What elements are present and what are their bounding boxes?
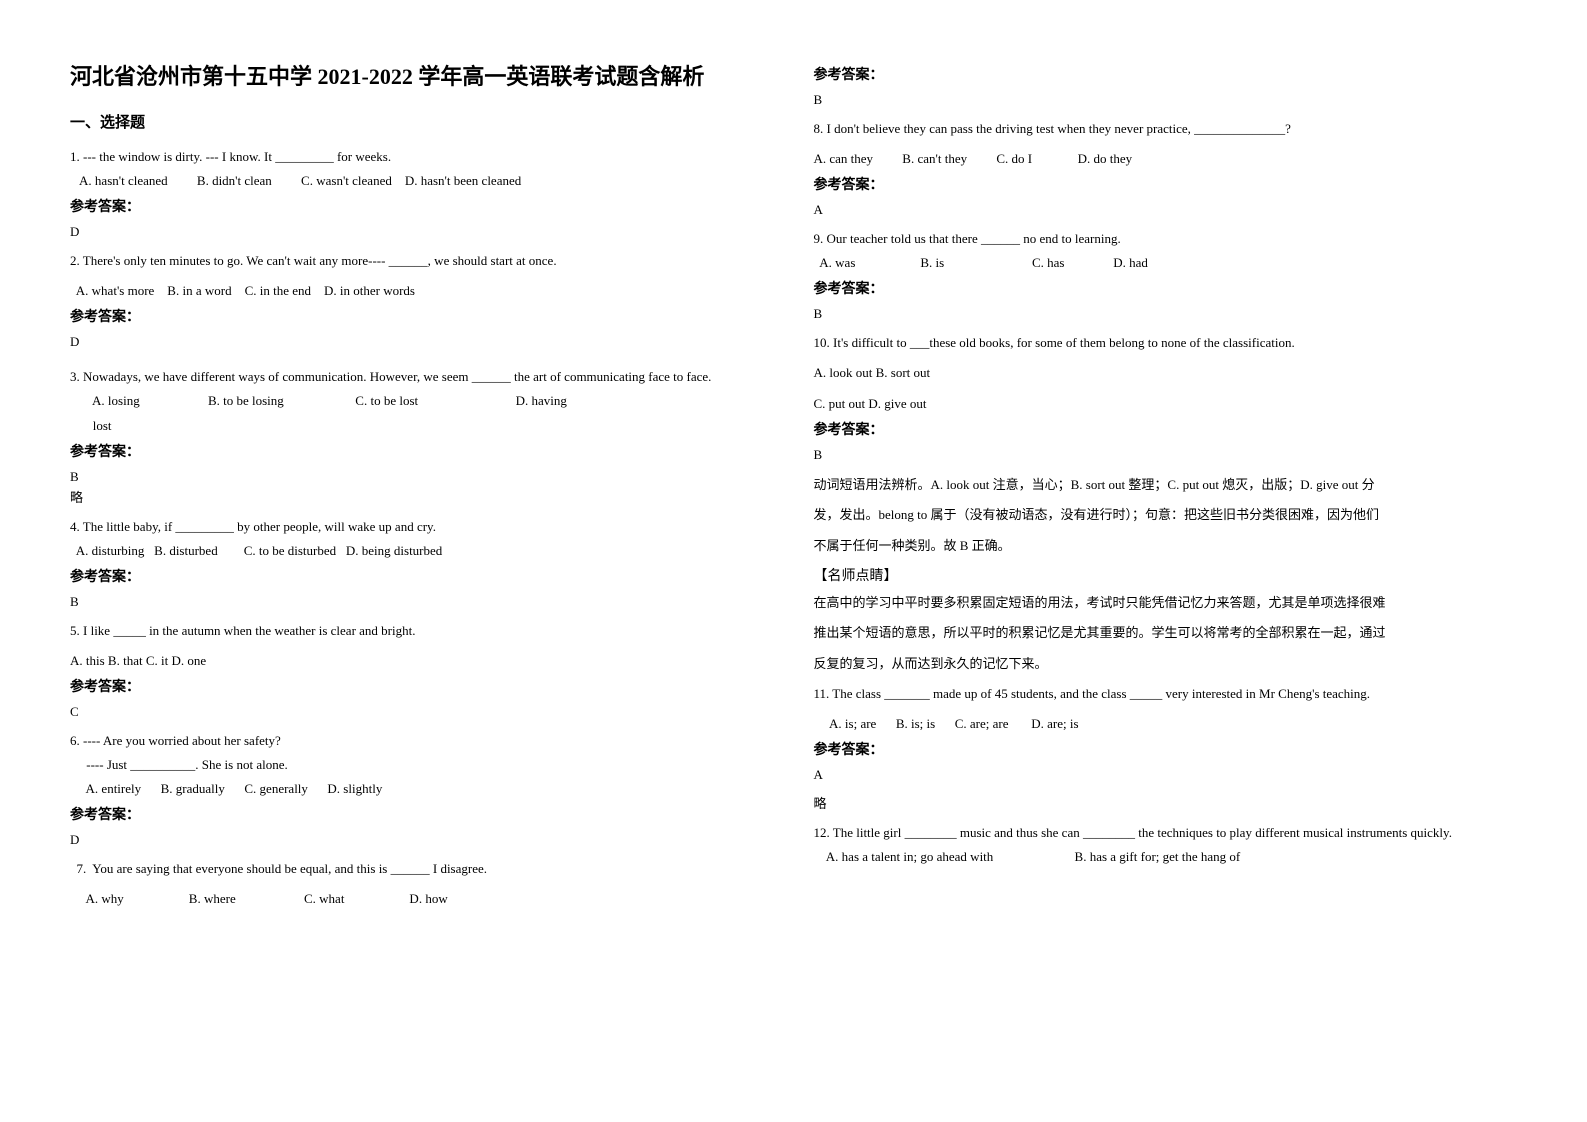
q10-text: 10. It's difficult to ___these old books… [814,332,1518,354]
right-column: 参考答案： B 8. I don't believe they can pass… [794,60,1538,1062]
q10-explanation-3: 不属于任何一种类别。故 B 正确。 [814,534,1518,559]
left-column: 河北省沧州市第十五中学 2021-2022 学年高一英语联考试题含解析 一、选择… [50,60,794,1062]
q10-tip-1: 在高中的学习中平时要多积累固定短语的用法，考试时只能凭借记忆力来答题，尤其是单项… [814,591,1518,616]
q10-explanation-2: 发，发出。belong to 属于（没有被动语态，没有进行时）；句意：把这些旧书… [814,503,1518,528]
q3-text: 3. Nowadays, we have different ways of c… [70,366,774,388]
q10-tip-2: 推出某个短语的意思，所以平时的积累记忆是尤其重要的。学生可以将常考的全部积累在一… [814,621,1518,646]
q2-text: 2. There's only ten minutes to go. We ca… [70,250,774,272]
q6-text2: ---- Just __________. She is not alone. [70,754,774,776]
question-7: 7. You are saying that everyone should b… [70,858,774,910]
q11-text: 11. The class _______ made up of 45 stud… [814,683,1518,705]
q3-options2: lost [70,415,774,437]
question-4: 4. The little baby, if _________ by othe… [70,516,774,562]
q2-answer: D [70,334,774,350]
q7-options: A. why B. where C. what D. how [70,888,774,910]
q10-answer: B [814,447,1518,463]
q10-options2: C. put out D. give out [814,393,1518,415]
q6-text1: 6. ---- Are you worried about her safety… [70,730,774,752]
question-1: 1. --- the window is dirty. --- I know. … [70,146,774,192]
q5-options: A. this B. that C. it D. one [70,650,774,672]
question-3: 3. Nowadays, we have different ways of c… [70,366,774,436]
q5-text: 5. I like _____ in the autumn when the w… [70,620,774,642]
q10-explanation-1: 动词短语用法辨析。A. look out 注意，当心；B. sort out 整… [814,473,1518,498]
answer-label: 参考答案： [70,676,774,696]
q11-options: A. is; are B. is; is C. are; are D. are;… [814,713,1518,735]
question-8: 8. I don't believe they can pass the dri… [814,118,1518,170]
q10-options1: A. look out B. sort out [814,362,1518,384]
question-2: 2. There's only ten minutes to go. We ca… [70,250,774,302]
q4-answer: B [70,594,774,610]
q4-options: A. disturbing B. disturbed C. to be dist… [70,540,774,562]
q1-options: A. hasn't cleaned B. didn't clean C. was… [70,170,774,192]
q2-options: A. what's more B. in a word C. in the en… [70,280,774,302]
question-5: 5. I like _____ in the autumn when the w… [70,620,774,672]
q7-text: 7. You are saying that everyone should b… [70,858,774,880]
q8-options: A. can they B. can't they C. do I D. do … [814,148,1518,170]
answer-label: 参考答案： [814,64,1518,84]
section-header: 一、选择题 [70,111,774,132]
answer-label: 参考答案： [814,419,1518,439]
q1-answer: D [70,224,774,240]
q11-skip: 略 [814,793,1518,812]
q6-options: A. entirely B. gradually C. generally D.… [70,778,774,800]
q8-text: 8. I don't believe they can pass the dri… [814,118,1518,140]
q12-options: A. has a talent in; go ahead with B. has… [814,846,1518,868]
answer-label: 参考答案： [814,739,1518,759]
q3-skip: 略 [70,487,774,506]
q7-answer: B [814,92,1518,108]
question-12: 12. The little girl ________ music and t… [814,822,1518,868]
question-10: 10. It's difficult to ___these old books… [814,332,1518,414]
q9-text: 9. Our teacher told us that there ______… [814,228,1518,250]
question-11: 11. The class _______ made up of 45 stud… [814,683,1518,735]
answer-label: 参考答案： [70,196,774,216]
q3-options1: A. losing B. to be losing C. to be lost … [70,390,774,412]
q11-answer: A [814,767,1518,783]
answer-label: 参考答案： [70,804,774,824]
answer-label: 参考答案： [70,566,774,586]
question-6: 6. ---- Are you worried about her safety… [70,730,774,800]
exam-title: 河北省沧州市第十五中学 2021-2022 学年高一英语联考试题含解析 [70,60,774,93]
q8-answer: A [814,202,1518,218]
tips-header: 【名师点睛】 [814,565,1518,585]
answer-label: 参考答案： [814,174,1518,194]
q3-answer: B [70,469,774,485]
answer-label: 参考答案： [70,306,774,326]
q4-text: 4. The little baby, if _________ by othe… [70,516,774,538]
q12-text: 12. The little girl ________ music and t… [814,822,1518,844]
q5-answer: C [70,704,774,720]
q1-text: 1. --- the window is dirty. --- I know. … [70,146,774,168]
q9-options: A. was B. is C. has D. had [814,252,1518,274]
question-9: 9. Our teacher told us that there ______… [814,228,1518,274]
answer-label: 参考答案： [70,441,774,461]
q6-answer: D [70,832,774,848]
q10-tip-3: 反复的复习，从而达到永久的记忆下来。 [814,652,1518,677]
q9-answer: B [814,306,1518,322]
answer-label: 参考答案： [814,278,1518,298]
